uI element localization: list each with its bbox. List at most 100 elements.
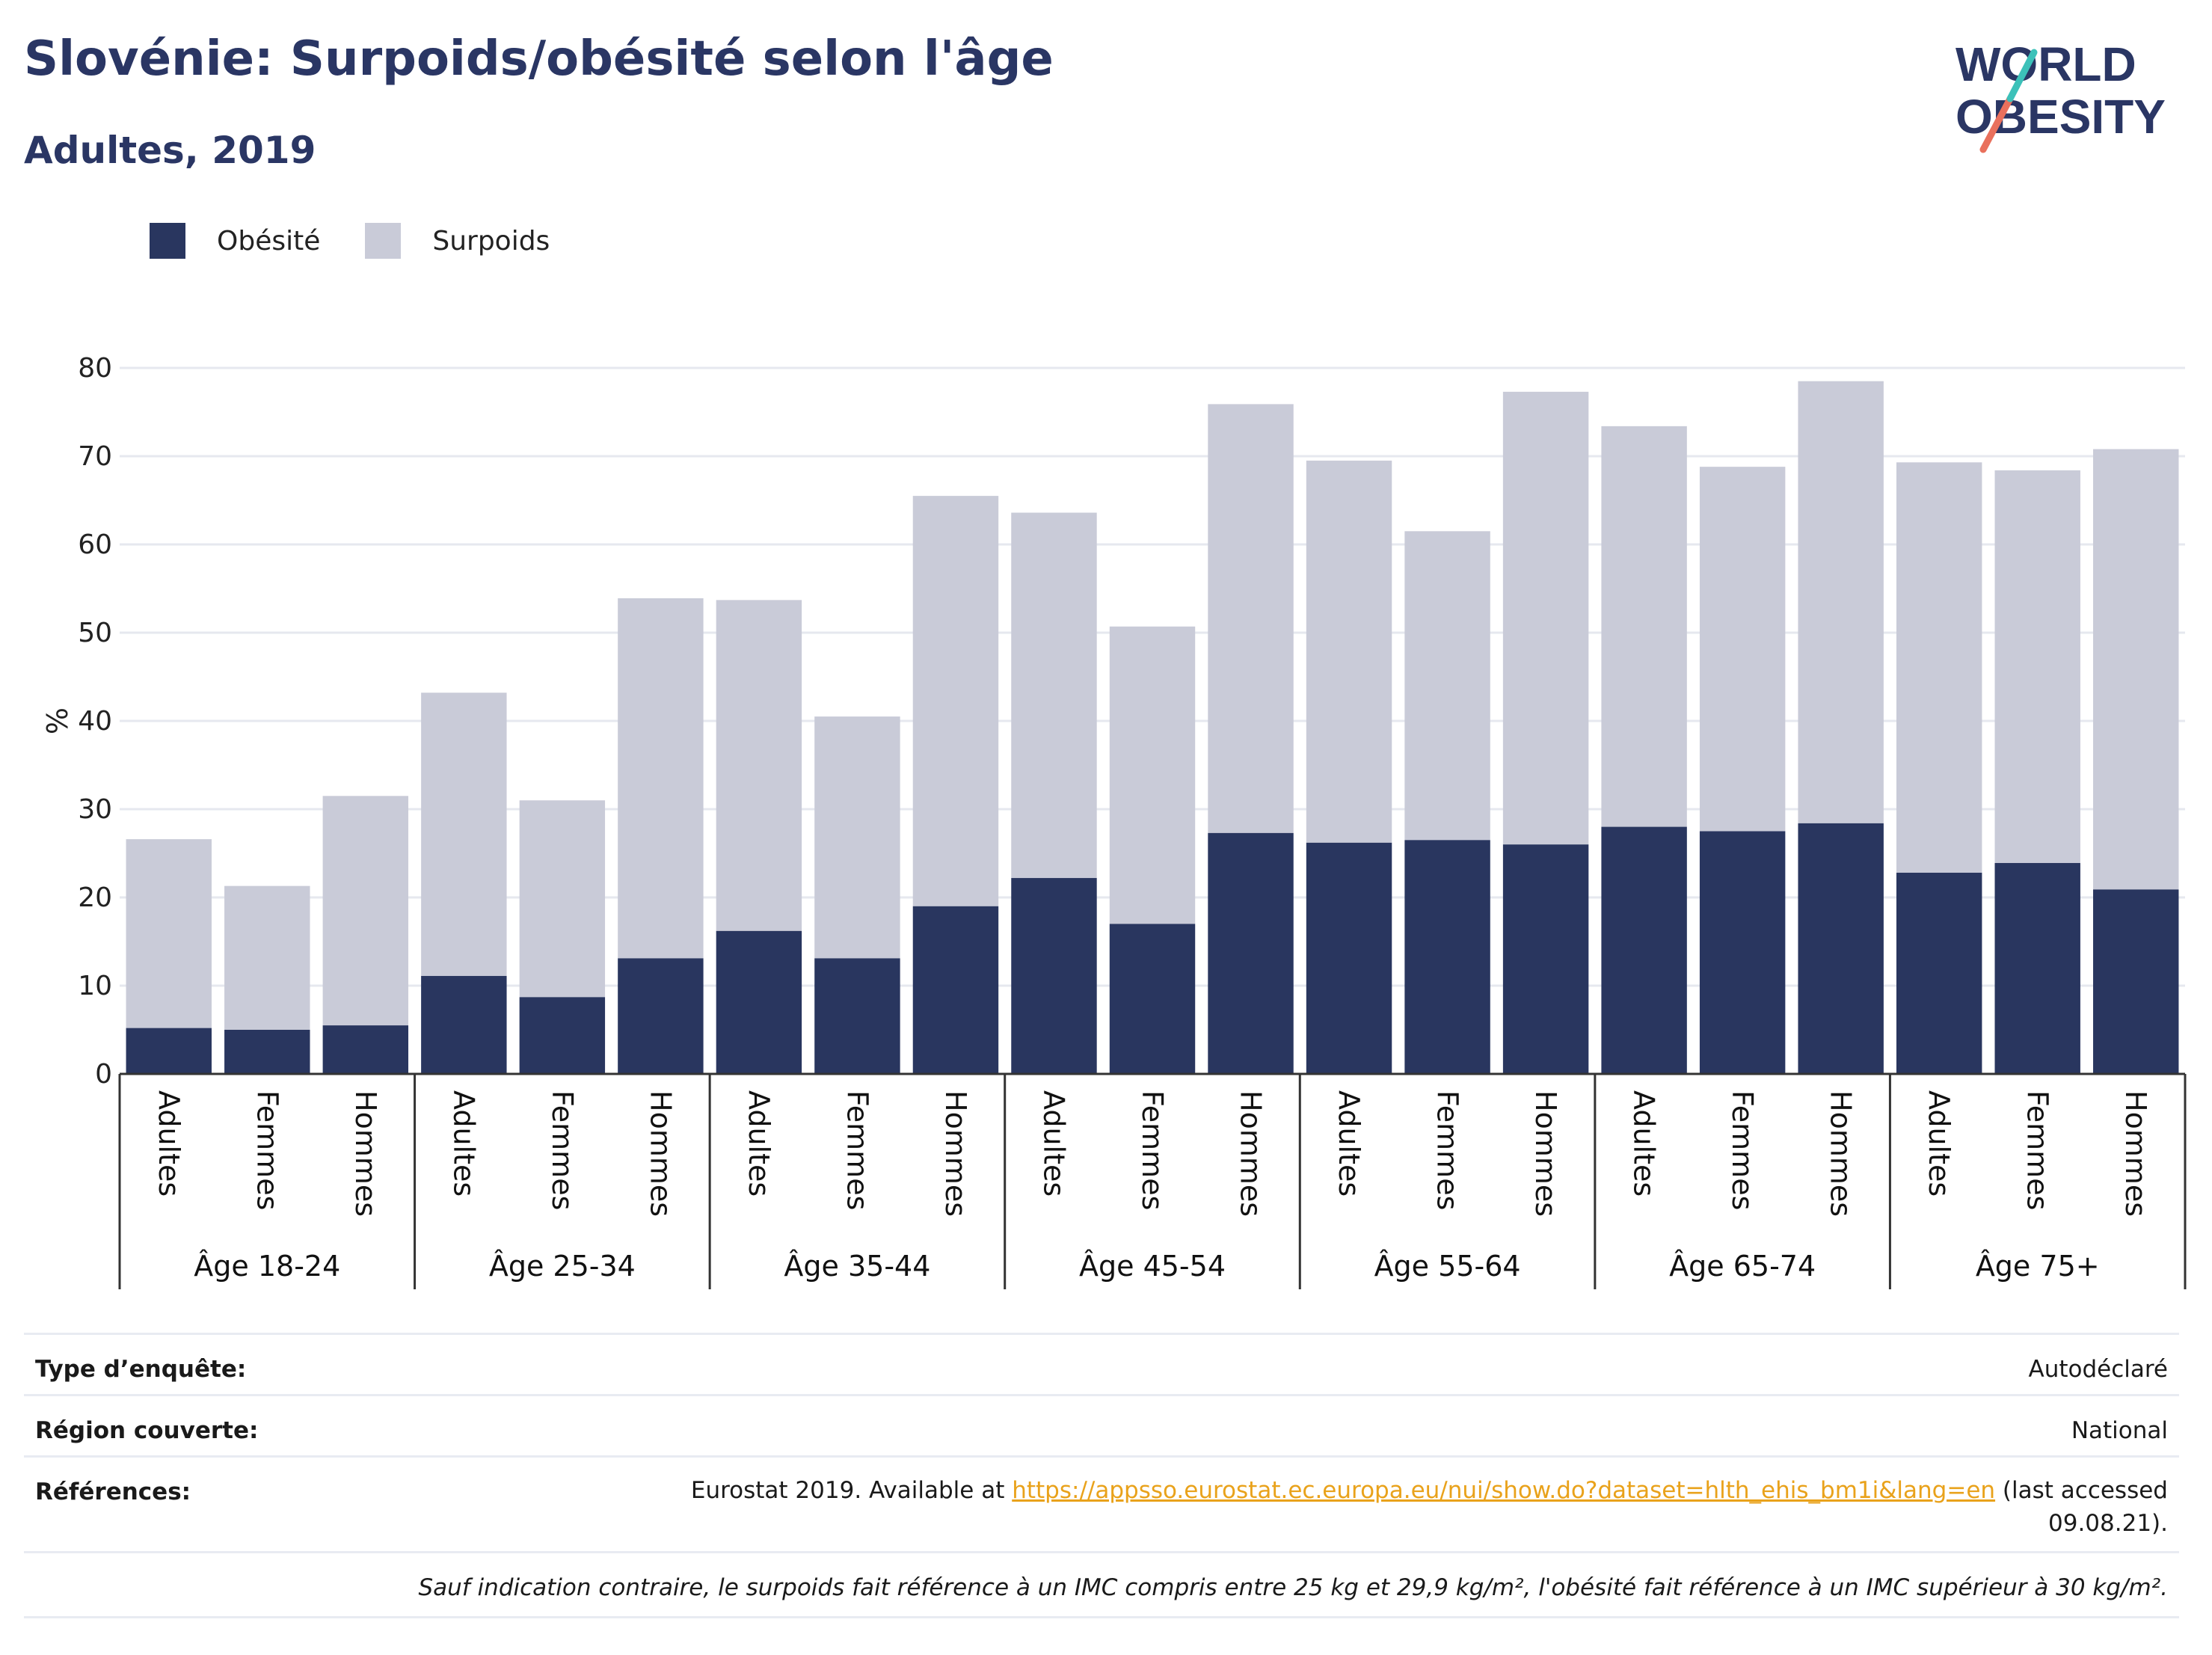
- info-row-region: Région couverte: National: [24, 1394, 2179, 1458]
- x-tick-label-subcategory: Femmes: [841, 1090, 873, 1210]
- bar-obesity: [1896, 872, 1982, 1074]
- logo-slash-coral: [1979, 95, 2014, 153]
- references-label: Références:: [35, 1479, 191, 1505]
- x-tick-label-subcategory: Adultes: [743, 1090, 775, 1197]
- x-tick-label-subcategory: Femmes: [546, 1090, 579, 1210]
- survey-type-value: Autodéclaré: [2028, 1356, 2168, 1383]
- x-tick-label-group: Âge 25-34: [489, 1250, 636, 1283]
- bar-overweight: [1502, 391, 1589, 845]
- bar-obesity: [1208, 832, 1294, 1074]
- x-tick-label-subcategory: Adultes: [1333, 1090, 1365, 1197]
- x-tick-label-subcategory: Adultes: [1923, 1090, 1956, 1197]
- bar-obesity: [224, 1030, 310, 1074]
- x-tick-label-subcategory: Hommes: [349, 1090, 382, 1217]
- region-label: Région couverte:: [35, 1417, 259, 1444]
- legend-item-obesity: Obésité: [150, 223, 320, 259]
- bar-overweight: [1109, 626, 1196, 924]
- references-link[interactable]: https://appsso.eurostat.ec.europa.eu/nui…: [1012, 1477, 1996, 1504]
- bar-obesity: [716, 930, 802, 1074]
- bar-overweight: [1798, 381, 1884, 823]
- bar-obesity: [1306, 842, 1392, 1074]
- bar-obesity: [912, 906, 999, 1074]
- y-tick-label: 80: [78, 353, 112, 384]
- x-tick-label-group: Âge 45-54: [1079, 1250, 1226, 1283]
- bar-overweight: [322, 796, 409, 1026]
- legend-swatch-obesity: [150, 223, 185, 259]
- bar-obesity: [1994, 862, 2080, 1074]
- y-axis-label: %: [40, 707, 73, 734]
- bar-overweight: [421, 693, 507, 977]
- bar-obesity: [421, 976, 507, 1074]
- x-tick-label-subcategory: Hommes: [1235, 1090, 1268, 1217]
- references-suffix-2: 09.08.21).: [2048, 1510, 2168, 1537]
- bar-obesity: [322, 1025, 409, 1074]
- bar-overweight: [912, 496, 999, 906]
- info-row-survey-type: Type d’enquête: Autodéclaré: [24, 1333, 2179, 1396]
- chart-title: Slovénie: Surpoids/obésité selon l'âge: [24, 31, 1054, 87]
- x-tick-label-group: Âge 35-44: [784, 1250, 930, 1283]
- bar-obesity: [1109, 924, 1196, 1074]
- definition-note: Sauf indication contraire, le surpoids f…: [418, 1574, 2168, 1601]
- world-obesity-logo: WORLD OBESITY: [1956, 37, 2166, 153]
- x-tick-label-group: Âge 55-64: [1374, 1250, 1521, 1283]
- bar-overweight: [224, 885, 310, 1030]
- y-tick-label: 70: [78, 441, 112, 472]
- y-tick-label: 0: [95, 1059, 112, 1090]
- bar-overweight: [1699, 467, 1786, 832]
- bar-obesity: [1404, 840, 1490, 1074]
- x-tick-label-group: Âge 18-24: [194, 1250, 340, 1283]
- bar-overweight: [1601, 426, 1687, 827]
- bar-overweight: [2093, 449, 2179, 890]
- y-tick-label: 30: [78, 794, 112, 825]
- legend-label-overweight: Surpoids: [432, 225, 550, 257]
- x-tick-label-subcategory: Hommes: [1825, 1090, 1858, 1217]
- y-tick-label: 20: [78, 882, 112, 913]
- bar-obesity: [814, 958, 900, 1074]
- x-tick-label-group: Âge 65-74: [1669, 1250, 1816, 1283]
- legend-swatch-overweight: [365, 223, 402, 259]
- x-tick-label-subcategory: Hommes: [2119, 1090, 2152, 1217]
- x-tick-label-subcategory: Hommes: [939, 1090, 972, 1217]
- info-row-references: Références: Eurostat 2019. Available at …: [24, 1455, 2179, 1553]
- bar-overweight: [1208, 404, 1294, 833]
- bar-obesity: [1011, 878, 1097, 1074]
- bar-obesity: [1798, 823, 1884, 1074]
- x-tick-label-subcategory: Femmes: [1136, 1090, 1169, 1210]
- info-row-note: Sauf indication contraire, le surpoids f…: [24, 1551, 2179, 1618]
- x-tick-label-subcategory: Femmes: [1726, 1090, 1759, 1210]
- bar-obesity: [2093, 889, 2179, 1074]
- bar-overweight: [1994, 470, 2080, 863]
- logo-slash-teal: [2006, 49, 2038, 102]
- bar-overweight: [716, 600, 802, 931]
- x-tick-label-subcategory: Adultes: [153, 1090, 185, 1197]
- bar-overweight: [1011, 512, 1097, 879]
- bar-obesity: [1601, 826, 1687, 1074]
- bar-obesity: [1699, 831, 1786, 1074]
- x-tick-label-subcategory: Hommes: [644, 1090, 677, 1217]
- bar-obesity: [126, 1028, 212, 1074]
- bar-obesity: [519, 997, 606, 1074]
- y-tick-label: 60: [78, 529, 112, 560]
- bar-obesity: [1502, 844, 1589, 1074]
- legend-item-overweight: Surpoids: [365, 223, 550, 259]
- references-prefix: Eurostat 2019. Available at: [690, 1477, 1013, 1504]
- survey-type-label: Type d’enquête:: [35, 1356, 247, 1383]
- x-tick-label-subcategory: Femmes: [2021, 1090, 2054, 1210]
- logo-text-world: WORLD: [1956, 37, 2136, 91]
- bar-overweight: [1896, 462, 1982, 873]
- x-tick-label-group: Âge 75+: [1976, 1250, 2100, 1283]
- bar-overweight: [1404, 531, 1490, 841]
- x-tick-label-subcategory: Femmes: [251, 1090, 283, 1210]
- y-tick-label: 10: [78, 971, 112, 1001]
- x-tick-label-subcategory: Adultes: [1037, 1090, 1070, 1197]
- x-tick-label-subcategory: Adultes: [447, 1090, 480, 1197]
- bar-overweight: [126, 839, 212, 1028]
- x-tick-label-subcategory: Hommes: [1529, 1090, 1562, 1217]
- legend-label-obesity: Obésité: [217, 225, 321, 257]
- chart-legend: Obésité Surpoids: [150, 223, 595, 259]
- x-tick-label-subcategory: Femmes: [1431, 1090, 1464, 1210]
- bar-obesity: [618, 958, 704, 1074]
- bar-overweight: [1306, 460, 1392, 843]
- region-value: National: [2071, 1417, 2168, 1444]
